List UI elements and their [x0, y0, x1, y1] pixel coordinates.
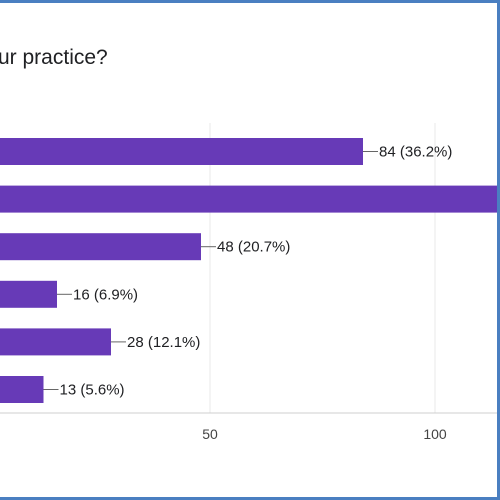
chart-title: ur practice? — [0, 46, 108, 69]
data-label-5: 13 (5.6%) — [60, 382, 125, 399]
bar-5 — [0, 376, 44, 403]
bar-4 — [0, 328, 111, 356]
x-tick-label-0: 50 — [202, 426, 218, 442]
data-label-2: 48 (20.7%) — [217, 239, 290, 256]
bar-chart: 84 (36.2%) 48 (20.7%) 16 (6.9%) 28 (12.1%) 1… — [0, 123, 497, 442]
data-label-4: 28 (12.1%) — [127, 334, 200, 351]
data-label-3: 16 (6.9%) — [73, 286, 138, 303]
data-label-0: 84 (36.2%) — [379, 144, 452, 161]
bar-2 — [0, 233, 201, 261]
bar-3 — [0, 280, 57, 308]
bar-1 — [0, 185, 497, 213]
x-tick-label-1: 100 — [423, 426, 447, 442]
bar-0 — [0, 138, 363, 165]
